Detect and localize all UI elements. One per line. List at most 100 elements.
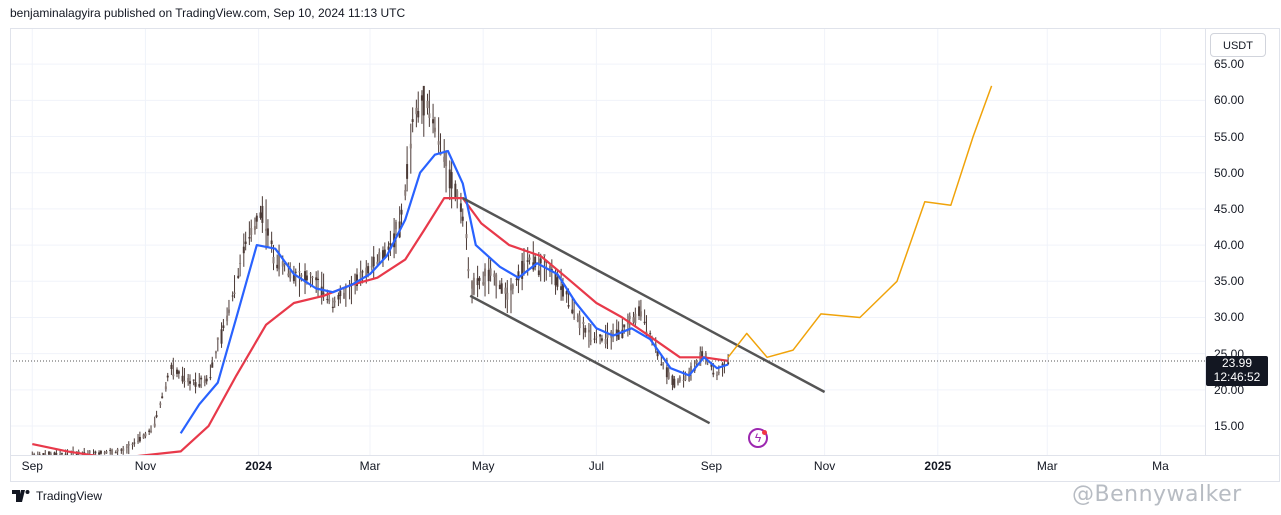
price-candle-body [409, 143, 412, 149]
price-candle-body [233, 292, 236, 294]
price-candle-body [200, 377, 203, 380]
price-candle-body [584, 327, 587, 333]
price-candle-body [571, 309, 574, 314]
price-candle-body [600, 338, 603, 341]
price-chart[interactable] [10, 28, 1205, 460]
time-axis-label: Mar [359, 459, 381, 473]
price-candle-body [176, 369, 179, 374]
price-candle-body [450, 172, 453, 189]
price-candle-body [322, 292, 325, 294]
price-candle-body [354, 273, 357, 282]
price-candle-body [543, 254, 546, 257]
price-candle-body [712, 372, 715, 375]
price-axis-label: 20.00 [1214, 382, 1245, 397]
price-candle-body [476, 278, 479, 286]
price-candle-body [400, 209, 403, 215]
price-candle-body [461, 216, 464, 221]
price-candle-body [250, 228, 253, 235]
price-axis-label: 35.00 [1214, 274, 1245, 289]
price-candle-body [628, 315, 631, 320]
price-candle-body [98, 452, 101, 455]
price-candle-body [682, 379, 685, 381]
author-watermark: @Bennywalker [1072, 482, 1242, 507]
price-candle-body [383, 249, 386, 258]
price-candle-body [662, 362, 665, 364]
price-candle-body [172, 374, 175, 377]
price-candle-body [44, 454, 47, 456]
price-candle-body [634, 313, 637, 324]
price-candle-body [521, 260, 524, 279]
price-candle-body [370, 266, 373, 268]
price-candle-body [727, 362, 730, 365]
price-candle-body [561, 283, 564, 297]
price-candle-body [317, 278, 320, 280]
lightning-bolt-icon[interactable]: ϟ [748, 428, 768, 448]
current-price-tag: 23.99 12:46:52 [1206, 356, 1268, 386]
price-candle-body [276, 264, 279, 269]
price-candle-body [595, 336, 598, 338]
price-candle-body [131, 443, 134, 445]
price-candle-body [361, 271, 364, 273]
price-candle-body [94, 451, 97, 454]
price-candle-body [465, 234, 468, 239]
price-candle-body [116, 449, 119, 452]
price-candle-body [359, 272, 362, 283]
price-candle-body [278, 252, 281, 270]
price-candle-body [604, 338, 607, 345]
price-candle-body [489, 268, 492, 276]
chart-plot-area[interactable] [10, 28, 1205, 460]
price-candle-body [376, 261, 379, 265]
price-candle-body [150, 430, 153, 432]
price-candle-body [695, 360, 698, 364]
price-candle-body [328, 299, 331, 302]
price-candle-body [337, 294, 340, 300]
currency-selector[interactable]: USDT [1210, 33, 1266, 57]
time-axis-label: May [471, 459, 495, 473]
price-candle-body [47, 451, 50, 455]
price-candle-body [671, 375, 674, 385]
price-candle-body [515, 278, 518, 280]
price-candle-body [599, 334, 602, 337]
price-candle-body [510, 284, 513, 291]
price-candle-body [38, 454, 41, 456]
price-candle-body [265, 228, 268, 231]
price-candle-body [432, 119, 435, 124]
price-candle-body [717, 372, 720, 374]
price-candle-body [111, 449, 114, 455]
price-candle-body [684, 375, 687, 381]
tradingview-branding[interactable]: TradingView [12, 489, 102, 503]
price-candle-body [309, 273, 312, 275]
price-candle-body [226, 315, 229, 322]
price-candle-body [537, 270, 540, 276]
price-axis-label: 55.00 [1214, 129, 1245, 144]
price-candle-body [493, 273, 496, 278]
price-candle-body [300, 274, 303, 277]
price-candle-body [381, 250, 384, 260]
channel-upper-line [462, 196, 826, 394]
price-candle-body [678, 376, 681, 382]
notification-dot [762, 430, 767, 435]
price-candle-body [522, 263, 525, 273]
price-candle-body [472, 277, 475, 295]
price-candle-body [211, 362, 214, 368]
price-candle-body [333, 300, 336, 303]
price-candle-body [506, 292, 509, 300]
price-candle-body [244, 241, 247, 245]
price-candle-body [706, 361, 709, 363]
price-candle-body [187, 378, 190, 383]
price-axis-label: 30.00 [1214, 310, 1245, 325]
ema-fast-line [179, 149, 729, 434]
price-candle-body [153, 423, 156, 427]
price-candle-body [298, 271, 301, 273]
price-candle-body [500, 283, 503, 294]
price-candle-body [417, 110, 420, 118]
price-candle-body [53, 452, 56, 456]
price-candle-body [699, 352, 702, 366]
price-candle-body [378, 252, 381, 262]
price-candle-body [482, 282, 485, 285]
price-candle-body [554, 273, 557, 286]
price-candle-body [422, 85, 425, 116]
price-candle-body [665, 367, 668, 378]
price-candle-body [339, 290, 342, 297]
price-candle-body [673, 378, 676, 388]
